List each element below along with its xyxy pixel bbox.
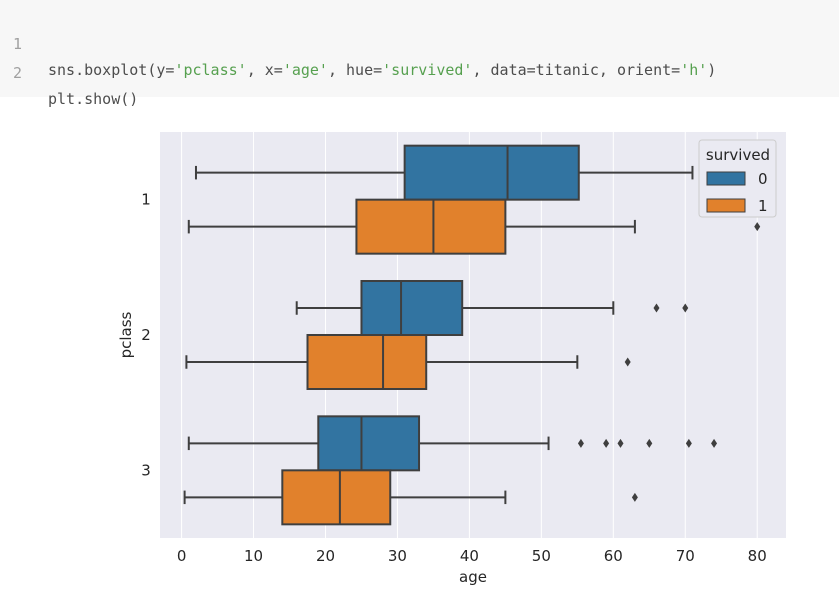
- code-cell[interactable]: 1 sns.boxplot(y='pclass', x='age', hue='…: [0, 0, 839, 108]
- legend: survived 0 1: [698, 139, 777, 218]
- code-token: , x=: [246, 61, 283, 79]
- x-tick-label: 20: [316, 547, 335, 565]
- code-token: plt.show(): [48, 90, 139, 108]
- x-tick-label: 70: [676, 547, 695, 565]
- code-string: 'survived': [382, 61, 473, 79]
- box-1-survived-1: [187, 198, 761, 255]
- x-axis-label: age: [459, 568, 487, 586]
- outlier-point: [631, 492, 638, 502]
- y-tick-label: 2: [141, 326, 151, 344]
- code-string: 'h': [680, 61, 708, 79]
- x-tick-label: 80: [748, 547, 767, 565]
- outlier-point: [577, 438, 584, 448]
- x-tick-label: 30: [388, 547, 407, 565]
- outlier-point: [624, 357, 631, 367]
- outlier-point: [754, 222, 761, 232]
- code-string: 'age': [282, 61, 328, 79]
- box-3-survived-0: [187, 415, 718, 472]
- legend-swatch-0: [706, 171, 746, 186]
- x-tick-label: 40: [460, 547, 479, 565]
- y-tick-labels: 1 2 3: [141, 191, 151, 480]
- boxes-layer: [183, 144, 761, 526]
- boxplot-figure: 0 10 20 30 40 50 60 70 80 123 age pclass survive…: [117, 132, 786, 586]
- outlier-point: [682, 303, 689, 313]
- y-tick-label: 1: [141, 191, 151, 209]
- y-tick-label: 3: [141, 461, 151, 479]
- x-tick-label: 10: [244, 547, 263, 565]
- box-iqr: [306, 334, 428, 390]
- outlier-point: [711, 438, 718, 448]
- x-tick-label: 60: [604, 547, 623, 565]
- box-iqr: [403, 144, 580, 201]
- code-text: plt.show(): [48, 86, 138, 112]
- outlier-point: [685, 438, 692, 448]
- code-token: ): [707, 61, 717, 79]
- box-iqr: [355, 198, 507, 255]
- box-1-survived-0: [194, 144, 694, 201]
- code-token: , hue=: [327, 61, 383, 79]
- outlier-point: [646, 438, 653, 448]
- code-string: 'pclass': [174, 61, 247, 79]
- box-iqr: [317, 415, 421, 472]
- outlier-point: [617, 438, 624, 448]
- outlier-point: [653, 303, 660, 313]
- line-number: 2: [13, 64, 23, 82]
- x-tick-label: 50: [532, 547, 551, 565]
- code-line-2: 2 plt.show(): [0, 34, 138, 108]
- code-token: sns.boxplot(y=: [48, 61, 175, 79]
- box-iqr: [281, 469, 392, 526]
- box-iqr: [360, 280, 464, 336]
- legend-swatch-1: [706, 198, 746, 213]
- code-line-1: 1 sns.boxplot(y='pclass', x='age', hue='…: [0, 5, 716, 79]
- box-2-survived-0: [295, 280, 689, 336]
- box-2-survived-1: [185, 334, 631, 390]
- legend-label-1: 1: [758, 197, 768, 215]
- outlier-point: [603, 438, 610, 448]
- legend-title: survived: [706, 146, 770, 164]
- x-tick-labels: 0 10 20 30 40 50 60 70 80: [177, 547, 767, 565]
- y-axis-label: pclass: [117, 311, 135, 358]
- box-3-survived-1: [183, 469, 638, 526]
- line-number: 1: [13, 35, 23, 53]
- legend-label-0: 0: [758, 170, 768, 188]
- code-token: , data=titanic, orient=: [472, 61, 681, 79]
- x-tick-label: 0: [177, 547, 187, 565]
- code-text: sns.boxplot(y='pclass', x='age', hue='su…: [48, 57, 716, 83]
